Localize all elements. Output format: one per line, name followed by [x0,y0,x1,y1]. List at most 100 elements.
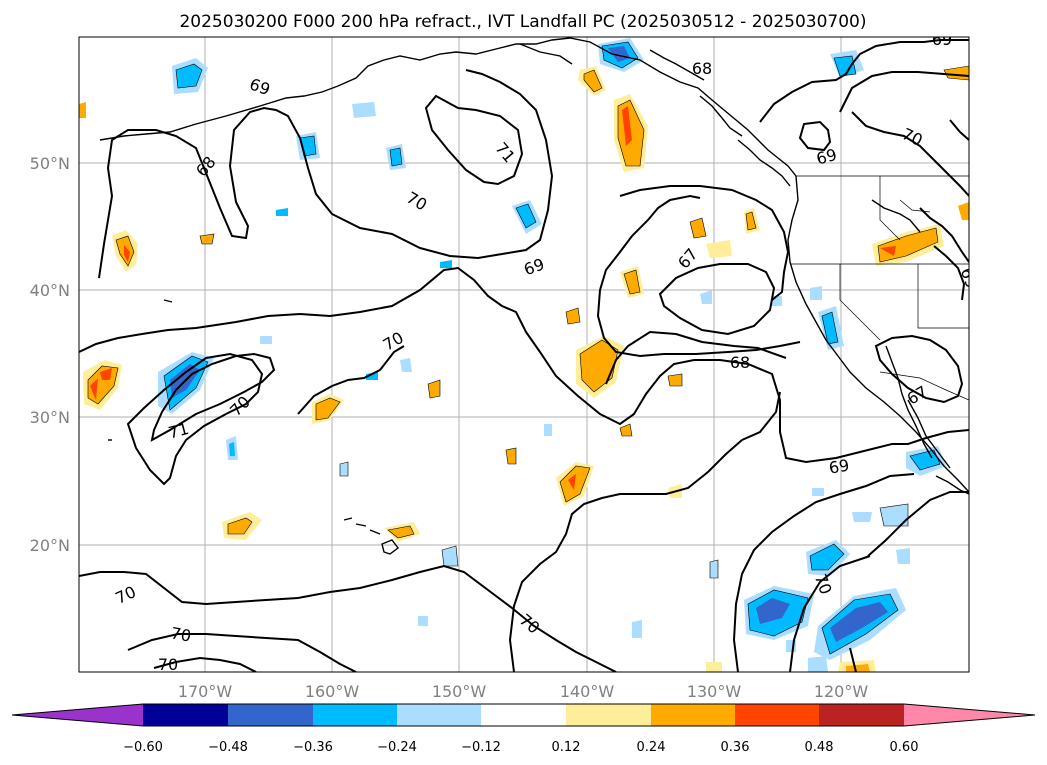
colorbar-segment [651,704,735,726]
cool-blob [709,559,719,579]
warm-blob [568,474,576,490]
contour-line [297,345,405,415]
cool-blob [852,512,872,522]
contour-line [867,491,969,557]
contour-label: 70 [158,655,178,674]
lon-axis: 170°W 160°W 150°W 140°W 130°W 120°W [178,682,869,701]
contour-line [79,266,969,464]
border-state [839,264,881,341]
contour-line [605,330,787,385]
colorbar-segment [228,704,313,726]
warm-blob [315,397,341,421]
cool-blob [366,372,378,380]
coast-hawaii [355,523,367,527]
warm-blob [667,373,683,387]
warm-blob [880,246,896,256]
colorbar-label: 0.36 [721,740,750,755]
warm-blob [706,240,732,258]
coast-baja-west [885,345,933,459]
contour-line [98,69,554,279]
lat-label-20n: 20°N [30,536,70,555]
contour-label: 69 [827,455,850,477]
contour-label: 70 [169,623,192,645]
warm-blob [100,368,112,380]
cool-blob [515,203,537,229]
warm-blob [387,525,415,539]
cool-blob [810,286,822,300]
colorbar-label: 0.12 [552,740,581,755]
colorbar-segment [397,704,481,726]
anomaly-fills [79,38,969,672]
warm-blob [565,307,581,325]
coast-segment [699,95,743,137]
lon-label-140w: 140°W [560,682,615,701]
colorbar-label: −0.60 [123,740,163,755]
cool-blob [339,461,349,477]
warm-blob [623,269,641,295]
lon-label-150w: 150°W [432,682,487,701]
coast-hawaii-big-island [381,539,399,555]
cool-blob [260,336,272,344]
coast-segment [519,43,573,65]
contour-lines [79,39,969,672]
warm-blob [706,662,722,672]
map-background [79,37,969,672]
cool-blob [909,449,941,471]
contour-line [741,391,781,441]
contour-line [424,94,524,186]
cool-blob [440,260,452,268]
coast-segment [163,299,173,303]
cool-blob [608,46,630,62]
lon-label-120w: 120°W [814,682,869,701]
warm-blob [427,379,441,399]
cool-blob [276,208,288,216]
cool-blob [808,656,828,672]
cool-blob [879,503,909,527]
colorbar-outline [11,703,1036,727]
coast-alaska-aleutians [99,37,797,177]
cool-blob [544,424,552,436]
contour-label: 69 [814,145,839,169]
coast-us-west [787,175,969,493]
warm-blob [505,447,517,465]
colorbar-segment [481,704,566,726]
warm-blob [90,378,98,400]
contour-line [150,352,276,442]
map-frame [78,36,970,673]
contour-label: 71 [166,419,191,443]
cool-blob [756,598,790,624]
colorbar-label: −0.48 [208,740,248,755]
border-state [879,176,901,241]
cool-blob [175,63,203,89]
contour-line [127,633,357,672]
warm-blob [619,423,633,437]
cool-blob [229,442,235,456]
warm-blob [958,202,969,220]
cool-blob [389,147,403,167]
cool-blob [632,620,642,638]
warm-blob [79,102,86,118]
coast-hawaii [369,529,381,535]
contour-line [153,656,257,672]
contour-line [933,245,966,301]
contour-line [619,185,790,301]
contour-line [949,119,969,141]
colorbar-label: 0.48 [805,740,834,755]
cool-blob [700,290,712,304]
cool-blob [833,55,857,77]
contour-line [732,473,915,672]
cool-blob [772,296,782,306]
contour-label: 68 [692,59,712,78]
colorbar-label: −0.24 [377,740,417,755]
warm-blob [227,517,253,535]
contour-label: 69 [932,30,952,49]
lat-label-40n: 40°N [30,281,70,300]
warm-blob [745,211,757,231]
border-state [917,264,969,329]
colorbar-label: −0.12 [461,740,501,755]
lat-label-30n: 30°N [30,408,70,427]
coast-hawaii [343,517,353,521]
warm-blob [583,69,603,93]
lat-axis: 50°N 40°N 30°N 20°N [30,154,70,555]
